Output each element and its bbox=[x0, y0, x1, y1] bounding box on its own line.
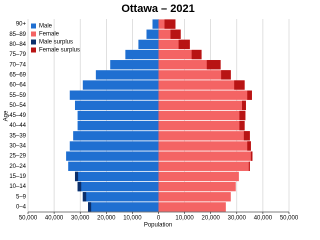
male-bar bbox=[110, 60, 159, 70]
female-bar bbox=[158, 110, 246, 121]
female-surplus bbox=[234, 80, 245, 90]
female-surplus bbox=[221, 70, 231, 80]
x-tick-label: 20,000 bbox=[97, 216, 116, 222]
female-bar bbox=[158, 171, 239, 182]
y-tick-label: 90+ bbox=[16, 22, 27, 28]
y-tick-label: 70–74 bbox=[9, 62, 26, 68]
legend-label: Male bbox=[39, 24, 53, 30]
male-bar bbox=[69, 141, 159, 151]
y-tick-label: 15–19 bbox=[9, 174, 26, 180]
male-bar bbox=[82, 192, 159, 202]
male-bar bbox=[88, 202, 159, 212]
y-tick-label: 40–44 bbox=[9, 123, 26, 129]
legend-swatch bbox=[31, 31, 36, 37]
y-tick-label: 30–34 bbox=[9, 144, 26, 150]
female-surplus bbox=[239, 120, 245, 131]
female-surplus bbox=[247, 141, 251, 151]
female-bar bbox=[158, 120, 245, 131]
male-surplus bbox=[88, 202, 92, 212]
y-tick-label: 60–64 bbox=[9, 83, 26, 89]
y-tick-label: 35–39 bbox=[9, 133, 26, 139]
legend-label: Female surplus bbox=[39, 48, 80, 54]
female-surplus bbox=[170, 29, 181, 39]
x-axis-label: Population bbox=[144, 223, 172, 229]
legend-swatch bbox=[31, 23, 36, 29]
x-tick-label: 50,000 bbox=[280, 216, 299, 222]
female-bar bbox=[158, 131, 250, 141]
female-surplus bbox=[250, 151, 253, 161]
x-tick-label: 30,000 bbox=[71, 216, 90, 222]
female-bar bbox=[158, 80, 245, 90]
y-tick-label: 80–84 bbox=[9, 42, 26, 48]
male-surplus bbox=[82, 192, 87, 202]
legend-swatch bbox=[31, 47, 36, 53]
legend-swatch bbox=[31, 39, 36, 45]
chart: Ottawa – 2021 Population Age 50,000 40,00… bbox=[4, 3, 299, 229]
x-tick-label: 10,000 bbox=[175, 216, 194, 222]
y-tick-label: 0–4 bbox=[16, 204, 27, 210]
female-bar bbox=[158, 60, 221, 70]
x-tick-label: 10,000 bbox=[123, 216, 142, 222]
x-tick-label: 40,000 bbox=[45, 216, 64, 222]
male-bar bbox=[152, 19, 159, 29]
y-tick-label: 50–54 bbox=[9, 103, 26, 109]
male-bar bbox=[77, 120, 159, 131]
female-bar bbox=[158, 181, 236, 192]
female-surplus bbox=[239, 110, 246, 121]
x-tick-label: 20,000 bbox=[202, 216, 221, 222]
male-bar bbox=[73, 131, 159, 141]
x-tick-label: 40,000 bbox=[254, 216, 273, 222]
female-bar bbox=[158, 192, 231, 202]
x-tick-label: 0 bbox=[157, 216, 161, 222]
female-bar bbox=[158, 100, 246, 111]
female-bar bbox=[158, 70, 231, 80]
male-bar bbox=[95, 70, 159, 80]
y-axis-label: Age bbox=[4, 110, 10, 121]
x-tick-label: 50,000 bbox=[19, 216, 38, 222]
female-bar bbox=[158, 202, 226, 212]
y-tick-label: 10–14 bbox=[9, 184, 26, 190]
female-bar bbox=[158, 39, 190, 50]
legend-label: Male surplus bbox=[39, 40, 73, 46]
y-tick-label: 45–49 bbox=[9, 113, 26, 119]
male-bar bbox=[74, 171, 159, 182]
female-surplus bbox=[178, 39, 190, 50]
male-bar bbox=[68, 161, 159, 171]
y-tick-label: 65–69 bbox=[9, 72, 26, 78]
y-tick-label: 25–29 bbox=[9, 154, 26, 160]
female-surplus bbox=[206, 60, 221, 70]
legend-label: Female bbox=[39, 32, 60, 38]
male-surplus bbox=[77, 181, 82, 192]
male-bar bbox=[138, 39, 159, 50]
female-bar bbox=[158, 49, 202, 60]
male-bar bbox=[146, 29, 159, 39]
y-tick-label: 5–9 bbox=[16, 194, 27, 200]
y-tick-label: 85–89 bbox=[9, 32, 26, 38]
female-surplus bbox=[191, 49, 202, 60]
male-bar bbox=[125, 49, 159, 60]
male-bar bbox=[77, 110, 159, 121]
female-bar bbox=[158, 141, 251, 151]
female-surplus bbox=[243, 131, 250, 141]
male-bar bbox=[74, 100, 159, 111]
y-tick-label: 75–79 bbox=[9, 52, 26, 58]
female-bar bbox=[158, 161, 250, 171]
female-bar bbox=[158, 90, 252, 100]
male-surplus bbox=[74, 171, 79, 182]
female-surplus bbox=[248, 161, 250, 171]
female-bar bbox=[158, 151, 253, 161]
female-surplus bbox=[242, 100, 246, 111]
y-tick-label: 55–59 bbox=[9, 93, 26, 99]
male-bar bbox=[82, 80, 159, 90]
male-bar bbox=[66, 151, 159, 161]
chart-title: Ottawa – 2021 bbox=[121, 3, 194, 15]
y-tick-label: 20–24 bbox=[9, 164, 26, 170]
male-bar bbox=[69, 90, 159, 100]
male-bar bbox=[77, 181, 159, 192]
female-surplus bbox=[247, 90, 252, 100]
female-bar bbox=[158, 29, 181, 39]
female-surplus bbox=[164, 19, 176, 29]
x-tick-label: 30,000 bbox=[228, 216, 247, 222]
